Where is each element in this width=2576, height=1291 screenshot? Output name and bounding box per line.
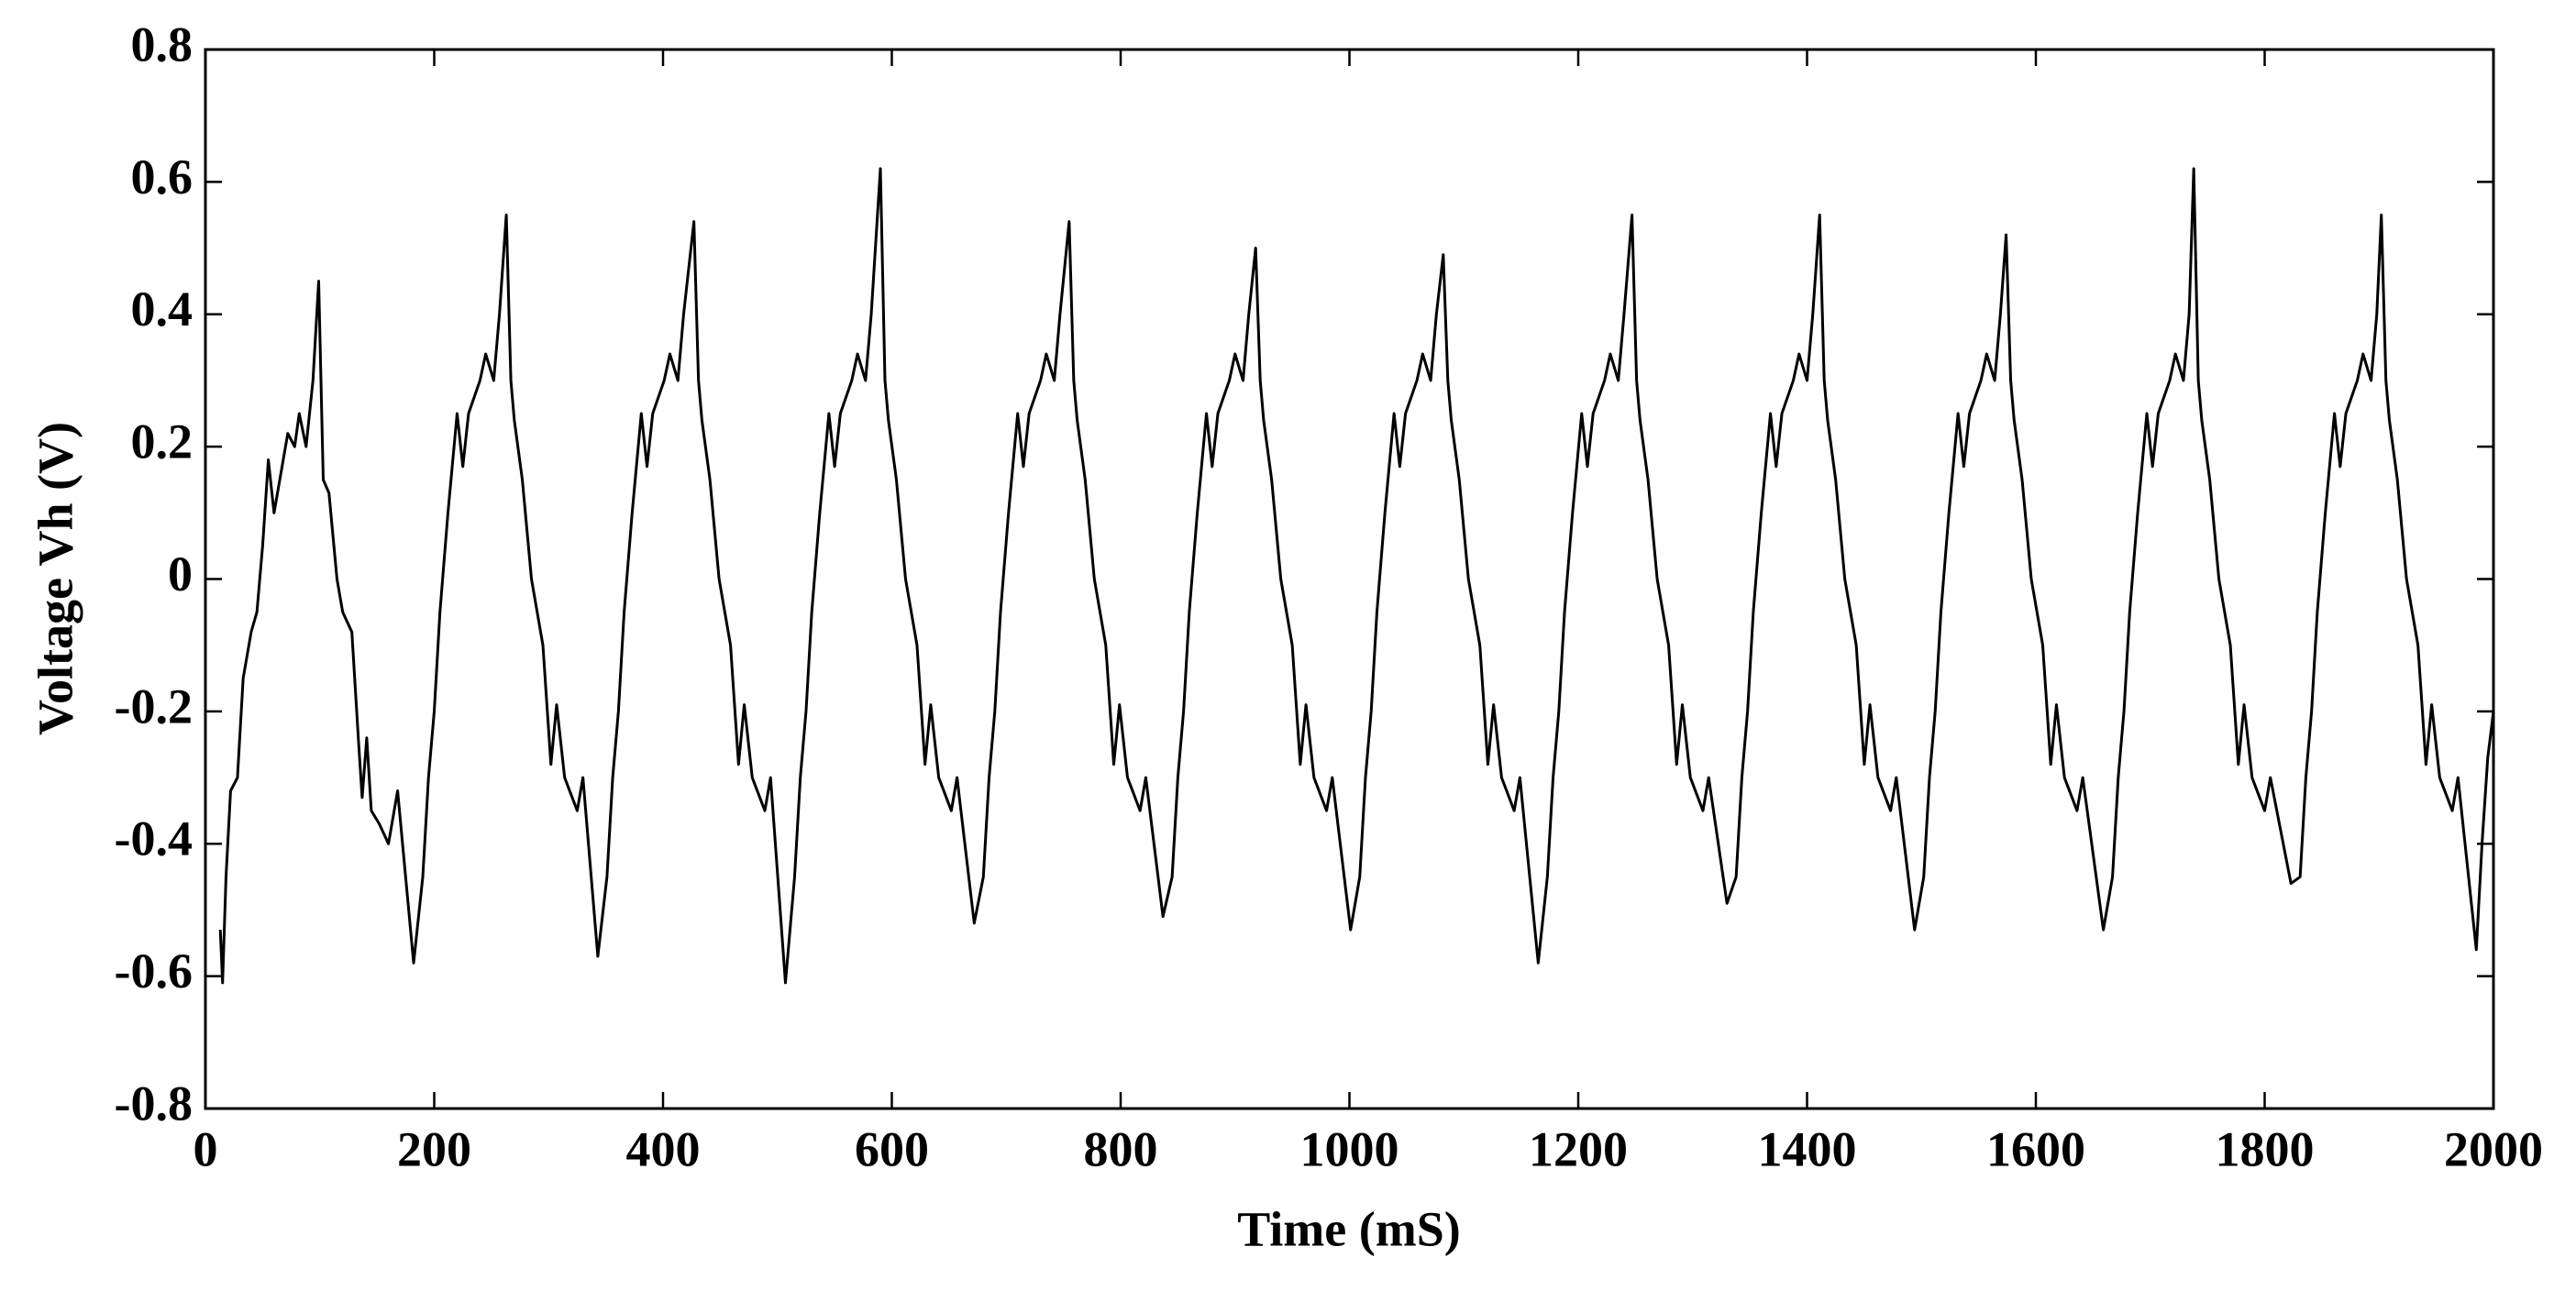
x-tick-label: 600 [855,1121,929,1176]
y-tick-label: -0.4 [115,811,193,866]
x-axis-label: Time (mS) [1237,1201,1460,1256]
y-tick-label: -0.6 [115,943,193,999]
y-tick-label: -0.8 [115,1076,193,1131]
y-axis-label: Voltage Vh (V) [28,422,83,735]
plot-frame [204,48,2495,1110]
x-tick-label: 200 [397,1121,471,1176]
data-line [218,167,2495,985]
x-tick-label: 2000 [2444,1121,2543,1176]
y-tick-label: 0.4 [131,281,193,337]
y-tick-label: 0 [168,546,193,601]
y-tick-label: -0.2 [115,679,193,734]
x-tick-label: 0 [193,1121,218,1176]
x-tick-label: 1200 [1529,1121,1628,1176]
x-tick-label: 1000 [1300,1121,1399,1176]
x-tick-label: 400 [626,1121,701,1176]
y-tick-label: 0.6 [131,149,193,204]
y-tick-label: 0.2 [131,414,193,469]
x-tick-label: 1800 [2216,1121,2315,1176]
x-tick-label: 1400 [1758,1121,1857,1176]
x-tick-label: 1600 [1986,1121,2085,1176]
x-tick-label: 800 [1084,1121,1158,1176]
y-tick-label: 0.8 [131,17,193,72]
